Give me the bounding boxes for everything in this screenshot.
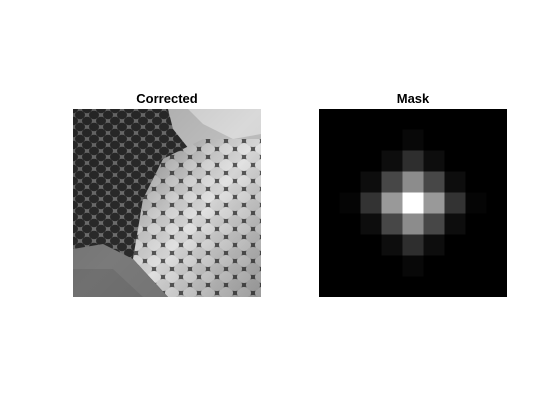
mask-cell bbox=[360, 129, 382, 151]
mask-cell bbox=[402, 171, 424, 193]
mask-cell bbox=[381, 192, 403, 214]
mask-cell bbox=[465, 255, 487, 277]
mask-cell bbox=[402, 276, 424, 297]
mask-cell bbox=[486, 109, 507, 130]
mask-cell bbox=[423, 255, 445, 277]
mask-cell bbox=[465, 192, 487, 214]
mask-cell bbox=[423, 171, 445, 193]
mask-cell bbox=[339, 234, 361, 256]
mask-cell bbox=[360, 150, 382, 172]
mask-cell bbox=[381, 150, 403, 172]
mask-cell bbox=[423, 213, 445, 235]
mask-cell bbox=[381, 171, 403, 193]
mask-cell bbox=[339, 213, 361, 235]
mask-cell bbox=[339, 150, 361, 172]
mask-cell bbox=[319, 234, 340, 256]
mask-cell bbox=[444, 109, 466, 130]
mask-cell bbox=[319, 150, 340, 172]
mask-cell bbox=[360, 171, 382, 193]
mask-cell bbox=[381, 129, 403, 151]
mask-cell bbox=[486, 150, 507, 172]
mask-cell bbox=[423, 276, 445, 297]
mask-cell bbox=[444, 276, 466, 297]
mask-cell bbox=[339, 276, 361, 297]
mask-cell bbox=[360, 109, 382, 130]
honeycomb-image bbox=[73, 109, 261, 297]
mask-cell bbox=[360, 192, 382, 214]
mask-cell bbox=[444, 192, 466, 214]
mask-cell bbox=[465, 276, 487, 297]
mask-cell bbox=[319, 192, 340, 214]
mask-cell bbox=[319, 171, 340, 193]
mask-cell bbox=[402, 150, 424, 172]
mask-cell bbox=[465, 213, 487, 235]
mask-cell bbox=[339, 192, 361, 214]
mask-cell bbox=[319, 276, 340, 297]
mask-cell bbox=[402, 129, 424, 151]
mask-cell bbox=[319, 255, 340, 277]
mask-cell bbox=[381, 234, 403, 256]
mask-cell bbox=[402, 255, 424, 277]
mask-cell bbox=[423, 129, 445, 151]
mask-heatmap bbox=[319, 109, 507, 297]
mask-cell bbox=[423, 234, 445, 256]
mask-cell bbox=[486, 234, 507, 256]
mask-cell bbox=[360, 255, 382, 277]
mask-cell bbox=[402, 109, 424, 130]
mask-cell bbox=[444, 213, 466, 235]
mask-cell bbox=[444, 129, 466, 151]
mask-image bbox=[319, 109, 507, 297]
mask-cell bbox=[319, 109, 340, 130]
mask-cell bbox=[402, 192, 424, 214]
mask-cell bbox=[381, 213, 403, 235]
mask-cell bbox=[381, 109, 403, 130]
mask-cell bbox=[444, 255, 466, 277]
mask-cell bbox=[360, 213, 382, 235]
mask-cell bbox=[319, 213, 340, 235]
mask-cell bbox=[319, 129, 340, 151]
mask-cell bbox=[465, 150, 487, 172]
mask-cell bbox=[444, 234, 466, 256]
mask-cell bbox=[465, 171, 487, 193]
mask-cell bbox=[360, 234, 382, 256]
mask-cell bbox=[486, 255, 507, 277]
mask-cell bbox=[465, 109, 487, 130]
mask-cell bbox=[339, 171, 361, 193]
mask-cell bbox=[486, 213, 507, 235]
mask-cell bbox=[423, 150, 445, 172]
mask-cell bbox=[402, 234, 424, 256]
mask-cell bbox=[444, 171, 466, 193]
mask-cell bbox=[486, 192, 507, 214]
mask-cell bbox=[423, 109, 445, 130]
mask-axes-title: Mask bbox=[396, 91, 430, 106]
mask-cell bbox=[444, 150, 466, 172]
mask-cell bbox=[339, 109, 361, 130]
mask-cell bbox=[339, 129, 361, 151]
corrected-axes-title: Corrected bbox=[136, 91, 198, 106]
mask-cell bbox=[465, 234, 487, 256]
mask-cell bbox=[486, 276, 507, 297]
mask-cell bbox=[465, 129, 487, 151]
mask-cell bbox=[486, 171, 507, 193]
mask-cell bbox=[486, 129, 507, 151]
corrected-image bbox=[73, 109, 261, 297]
mask-cell bbox=[381, 276, 403, 297]
mask-cell bbox=[360, 276, 382, 297]
mask-cell bbox=[402, 213, 424, 235]
mask-cell bbox=[423, 192, 445, 214]
mask-cell bbox=[381, 255, 403, 277]
mask-cell bbox=[339, 255, 361, 277]
